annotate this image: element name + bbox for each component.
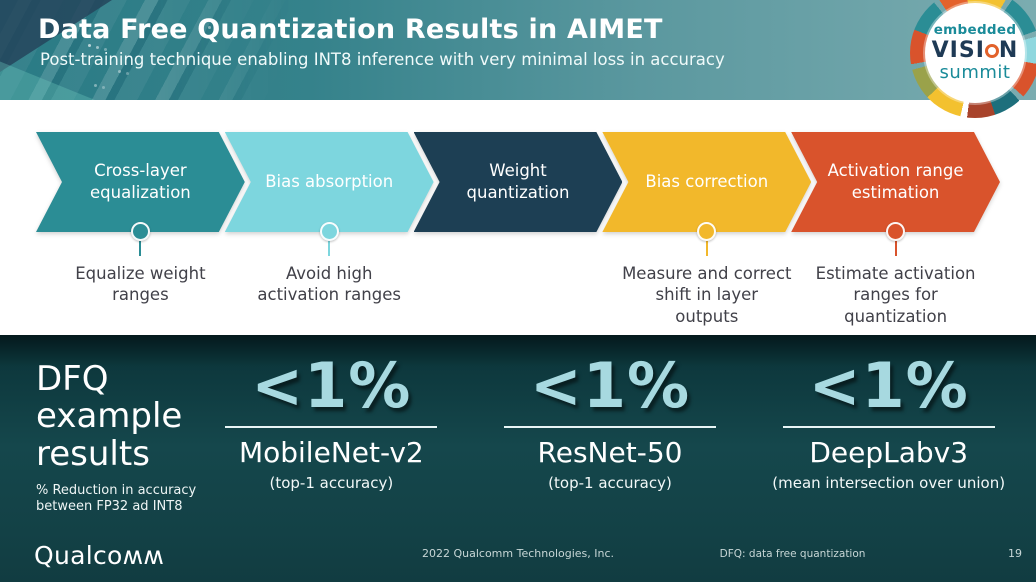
connector-dot-icon bbox=[130, 222, 150, 241]
connector-dot-icon bbox=[886, 222, 906, 241]
connector-stem bbox=[894, 241, 897, 256]
header-text: Data Free Quantization Results in AIMET … bbox=[38, 14, 725, 69]
result-value: <1% bbox=[808, 349, 969, 422]
result-value: <1% bbox=[529, 349, 691, 422]
connector-stem bbox=[139, 241, 142, 256]
result-resnet-50: <1% ResNet-50 (top-1 accuracy) bbox=[471, 353, 750, 492]
connector-dot-icon bbox=[697, 222, 717, 241]
pipeline-annotation-row: Equalize weight ranges Avoid high activa… bbox=[36, 222, 1000, 327]
results-columns: <1% MobileNet-v2 (top-1 accuracy) <1% Re… bbox=[192, 353, 1028, 492]
page-number: 19 bbox=[1008, 547, 1022, 560]
results-intro: DFQ example results % Reduction in accur… bbox=[36, 359, 221, 516]
result-deeplabv3: <1% DeepLabv3 (mean intersection over un… bbox=[749, 353, 1028, 492]
header-dot-cluster bbox=[88, 44, 91, 47]
qualcomm-logo: Qualcoʍʍ bbox=[34, 541, 165, 570]
logo-summit-text: summit bbox=[939, 62, 1011, 84]
results-note: % Reduction in accuracy between FP32 ad … bbox=[36, 483, 197, 515]
embedded-vision-summit-logo: embedded VISI N summit bbox=[910, 0, 1036, 118]
results-heading: DFQ example results bbox=[36, 359, 183, 474]
logo-embedded-text: embedded bbox=[933, 21, 1017, 38]
slide-footer: Qualcoʍʍ 2022 Qualcomm Technologies, Inc… bbox=[0, 540, 1036, 582]
result-divider bbox=[504, 426, 716, 429]
results-section: DFQ example results % Reduction in accur… bbox=[0, 335, 1036, 582]
vision-o-ring-icon bbox=[984, 44, 999, 59]
result-model-name: DeepLabv3 bbox=[809, 436, 969, 470]
result-metric: (mean intersection over union) bbox=[772, 474, 1006, 493]
dfq-abbreviation-note: DFQ: data free quantization bbox=[719, 548, 866, 560]
annotation-bias-absorption: Avoid high activation ranges bbox=[225, 222, 434, 327]
result-model-name: MobileNet-v2 bbox=[238, 436, 424, 470]
chevron-weight-quantization: Weight quantization bbox=[414, 132, 623, 232]
annotation-activation-range-estimation: Estimate activation ranges for quantizat… bbox=[791, 222, 1000, 327]
result-mobilenet-v2: <1% MobileNet-v2 (top-1 accuracy) bbox=[192, 353, 471, 492]
connector-dot-icon bbox=[319, 222, 339, 241]
chevron-cross-layer-equalization: Cross-layer equalization bbox=[36, 132, 245, 232]
slide-title: Data Free Quantization Results in AIMET bbox=[38, 14, 663, 45]
logo-vision-text: VISI N bbox=[931, 38, 1019, 64]
header: Data Free Quantization Results in AIMET … bbox=[0, 0, 1036, 118]
copyright-text: 2022 Qualcomm Technologies, Inc. bbox=[421, 547, 615, 560]
result-metric: (top-1 accuracy) bbox=[269, 474, 394, 493]
annotation-cross-layer-equalization: Equalize weight ranges bbox=[36, 222, 245, 327]
result-divider bbox=[782, 426, 995, 429]
result-value: <1% bbox=[251, 349, 412, 422]
result-divider bbox=[225, 426, 438, 429]
pipeline-section: Cross-layer equalization Bias absorption… bbox=[0, 100, 1036, 335]
chevron-bias-correction: Bias correction bbox=[602, 132, 811, 232]
annotation-weight-quantization-empty bbox=[414, 232, 623, 327]
result-metric: (top-1 accuracy) bbox=[548, 474, 672, 493]
result-model-name: ResNet-50 bbox=[537, 436, 683, 470]
connector-stem bbox=[705, 241, 708, 256]
connector-stem bbox=[328, 241, 331, 256]
annotation-bias-correction: Measure and correct shift in layer outpu… bbox=[602, 222, 811, 327]
slide-subtitle: Post-training technique enabling INT8 in… bbox=[40, 50, 725, 69]
chevron-bias-absorption: Bias absorption bbox=[225, 132, 434, 232]
logo-circle: embedded VISI N summit bbox=[925, 3, 1025, 103]
chevron-activation-range-estimation: Activation range estimation bbox=[791, 132, 1000, 232]
pipeline-chevron-row: Cross-layer equalization Bias absorption… bbox=[36, 132, 1000, 232]
